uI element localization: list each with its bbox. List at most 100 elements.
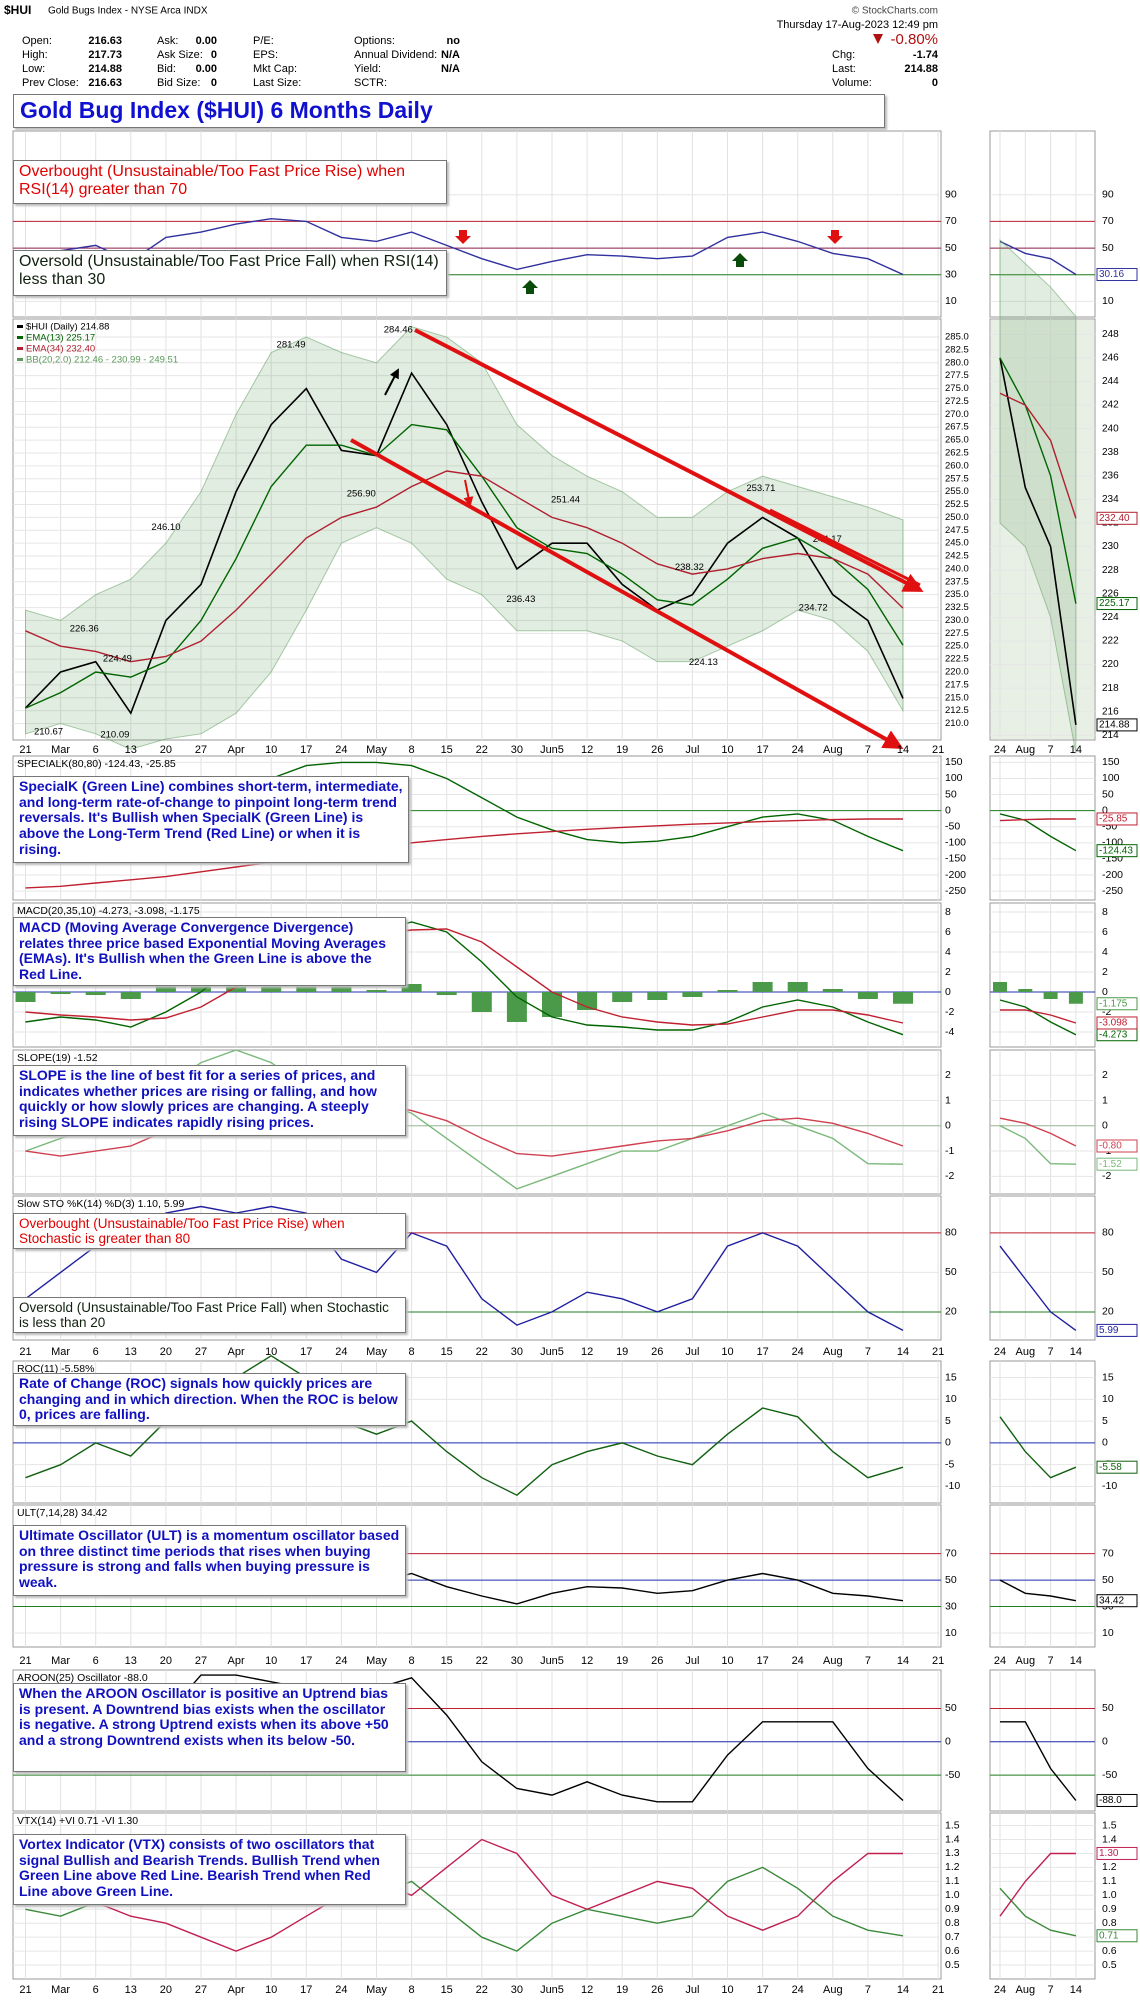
last-value-label: 0.71	[1099, 1930, 1119, 1941]
y-tick-label: 227.5	[945, 628, 969, 639]
x-tick-label: May	[366, 1346, 387, 1358]
zoom-y-tick-label: -2	[1102, 1170, 1111, 1182]
zoom-frame	[989, 1504, 1096, 1648]
zoom-y-tick-label: -250	[1102, 885, 1123, 897]
y-tick-label: 252.5	[945, 499, 969, 510]
last-value-tag	[1096, 1139, 1138, 1153]
series-line-bar	[647, 992, 668, 1000]
zoom-y-tick-label: 0.6	[1102, 1945, 1117, 1957]
series-line	[25, 423, 904, 709]
last-value-tag	[1096, 1594, 1138, 1608]
x-tick-label: 21	[19, 1346, 31, 1358]
x-tick-label: 21	[932, 1984, 944, 1996]
zoom-y-tick-label: 0	[1102, 1120, 1108, 1132]
series-line	[25, 928, 904, 1026]
series-line	[25, 1838, 903, 1952]
x-tick-label: Apr	[228, 1346, 245, 1358]
y-tick-label: 280.0	[945, 357, 969, 368]
x-tick-label: 27	[195, 744, 207, 756]
y-tick-label: 247.5	[945, 525, 969, 536]
legend-swatch	[17, 325, 23, 328]
zoom-y-tick-label: 0	[1102, 1437, 1108, 1449]
quote-value: 214.88	[88, 63, 122, 75]
quote-value: 216.63	[88, 77, 122, 89]
x-tick-label: Jun5	[540, 1984, 564, 1996]
y-tick-label: 10	[945, 1627, 957, 1639]
zoom-y-tick-label: 70	[1102, 215, 1114, 227]
y-tick-label: 1.4	[945, 1833, 960, 1845]
last-value-label: 232.40	[1099, 513, 1130, 524]
quote-label: Last Size:	[253, 77, 301, 89]
zoom-y-tick-label: 246	[1102, 353, 1119, 364]
panel-title: AROON(25) Oscillator -88.0	[17, 1672, 148, 1684]
annotation-note: MACD (Moving Average Convergence Diverge…	[13, 917, 406, 986]
quote-value: N/A	[441, 63, 460, 75]
y-tick-label: 220.0	[945, 666, 969, 677]
x-tick-label: May	[366, 1984, 387, 1996]
zoom-y-tick-label: 100	[1102, 772, 1120, 784]
zoom-y-tick-label: 20	[1102, 1306, 1114, 1318]
x-tick-label: 30	[511, 1984, 523, 1996]
y-tick-label: 270.0	[945, 409, 969, 420]
x-tick-label: 17	[756, 1984, 768, 1996]
x-tick-label: 10	[721, 1984, 733, 1996]
x-tick-label: 22	[476, 1346, 488, 1358]
zoom-y-tick-label: 230	[1102, 541, 1119, 552]
y-tick-label: 10	[945, 295, 957, 307]
price-annotation: 210.09	[100, 730, 129, 741]
zoom-series-line	[999, 357, 1077, 726]
series-line-bar	[471, 992, 492, 1012]
summary-label: Volume:	[832, 77, 872, 89]
zoom-y-tick-label: 6	[1102, 926, 1108, 938]
y-tick-label: 50	[945, 1574, 957, 1586]
quote-value: 0.00	[196, 63, 217, 75]
y-tick-label: 272.5	[945, 396, 969, 407]
zoom-series-line	[999, 813, 1077, 852]
x-tick-label: 21	[19, 1655, 31, 1667]
last-value-tag	[1096, 1793, 1138, 1807]
y-tick-label: 242.5	[945, 551, 969, 562]
y-tick-label: 235.0	[945, 589, 969, 600]
x-tick-label: 10	[265, 1984, 277, 1996]
signal-arrow	[522, 280, 538, 294]
y-tick-label: 237.5	[945, 576, 969, 587]
zoom-x-tick-label: Aug	[1016, 1655, 1036, 1667]
y-tick-label: 250.0	[945, 512, 969, 523]
zoom-y-tick-label: 80	[1102, 1227, 1114, 1239]
y-tick-label: 230.0	[945, 615, 969, 626]
price-annotation: 234.72	[799, 603, 828, 614]
last-value-label: -5.58	[1099, 1462, 1122, 1473]
x-tick-label: 8	[409, 1346, 415, 1358]
y-tick-label: 215.0	[945, 692, 969, 703]
zoom-y-tick-label: 50	[1102, 1702, 1114, 1714]
summary-label: Last:	[832, 63, 856, 75]
x-tick-label: 13	[125, 1655, 137, 1667]
x-tick-label: 7	[865, 1346, 871, 1358]
y-tick-label: 150	[945, 756, 963, 768]
zoom-y-tick-label: 236	[1102, 470, 1119, 481]
zoom-y-tick-label: 216	[1102, 706, 1119, 717]
zoom-frame	[989, 1812, 1096, 1980]
zoom-y-tick-label: 70	[1102, 1547, 1114, 1559]
price-annotation: 210.67	[34, 727, 63, 738]
x-tick-label: 19	[616, 1655, 628, 1667]
zoom-y-tick-label: 0	[1102, 986, 1108, 998]
zoom-y-tick-label: 15	[1102, 1371, 1114, 1383]
x-tick-label: Mar	[51, 744, 70, 756]
zoom-y-tick-label: 4	[1102, 946, 1108, 958]
trend-channel	[414, 328, 924, 592]
price-annotation: 256.90	[347, 488, 376, 499]
summary-value: 214.88	[904, 63, 938, 75]
quote-label: P/E:	[253, 35, 274, 47]
x-tick-label: 22	[476, 1984, 488, 1996]
last-value-tag	[1096, 1157, 1138, 1171]
zoom-y-tick-label: 1.4	[1102, 1833, 1117, 1845]
zoom-y-tick-label: 228	[1102, 565, 1119, 576]
credit: © StockCharts.com	[852, 6, 938, 17]
x-tick-label: Jul	[685, 1984, 699, 1996]
price-annotation: 246.10	[151, 522, 180, 533]
x-tick-label: 14	[897, 1655, 909, 1667]
y-tick-label: 262.5	[945, 447, 969, 458]
x-tick-label: 17	[300, 1346, 312, 1358]
